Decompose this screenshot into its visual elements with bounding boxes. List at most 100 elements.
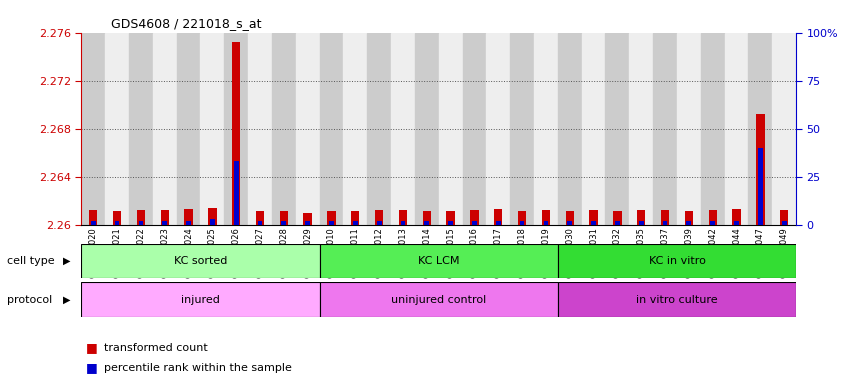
Bar bbox=[234, 161, 239, 225]
Bar bbox=[176, 33, 200, 225]
Bar bbox=[472, 221, 477, 225]
Bar bbox=[327, 212, 336, 225]
Text: in vitro culture: in vitro culture bbox=[636, 295, 718, 305]
Bar bbox=[758, 148, 763, 225]
Bar bbox=[733, 209, 740, 225]
Bar bbox=[772, 33, 796, 225]
Bar bbox=[470, 210, 479, 225]
Bar bbox=[496, 221, 501, 225]
Bar bbox=[486, 33, 510, 225]
Bar bbox=[224, 33, 248, 225]
Bar bbox=[629, 33, 653, 225]
Bar bbox=[91, 221, 96, 225]
Bar bbox=[399, 210, 407, 225]
Bar bbox=[558, 244, 796, 278]
Bar bbox=[590, 210, 597, 225]
Bar bbox=[304, 213, 312, 225]
Bar bbox=[105, 33, 129, 225]
Text: protocol: protocol bbox=[7, 295, 52, 305]
Bar bbox=[566, 212, 574, 225]
Bar bbox=[113, 212, 122, 225]
Bar bbox=[248, 33, 272, 225]
Bar bbox=[709, 210, 716, 225]
Bar bbox=[687, 221, 692, 225]
Bar bbox=[200, 33, 224, 225]
Bar bbox=[685, 212, 693, 225]
Bar bbox=[615, 221, 620, 225]
Bar bbox=[232, 42, 241, 225]
Bar bbox=[510, 33, 534, 225]
Bar bbox=[544, 221, 549, 225]
Bar bbox=[319, 33, 343, 225]
Bar bbox=[677, 33, 701, 225]
Bar bbox=[375, 210, 383, 225]
Bar bbox=[423, 212, 431, 225]
Bar bbox=[81, 282, 319, 317]
Bar bbox=[184, 209, 193, 225]
Text: uninjured control: uninjured control bbox=[391, 295, 486, 305]
Text: ▶: ▶ bbox=[62, 295, 70, 305]
Text: ▶: ▶ bbox=[62, 256, 70, 266]
Bar bbox=[152, 33, 176, 225]
Bar bbox=[415, 33, 438, 225]
Bar bbox=[701, 33, 724, 225]
Bar bbox=[343, 33, 367, 225]
Bar bbox=[295, 33, 319, 225]
Bar bbox=[256, 212, 265, 225]
Bar bbox=[591, 221, 596, 225]
Bar bbox=[518, 212, 526, 225]
Bar bbox=[163, 221, 167, 225]
Bar bbox=[661, 210, 669, 225]
Bar bbox=[353, 221, 358, 225]
Bar bbox=[581, 33, 605, 225]
Text: percentile rank within the sample: percentile rank within the sample bbox=[104, 363, 292, 373]
Bar bbox=[734, 221, 739, 225]
Bar bbox=[129, 33, 152, 225]
Bar bbox=[186, 221, 191, 225]
Bar bbox=[89, 210, 98, 225]
Bar bbox=[272, 33, 295, 225]
Bar bbox=[748, 33, 772, 225]
Bar bbox=[520, 221, 525, 225]
Bar bbox=[329, 221, 334, 225]
Text: ■: ■ bbox=[86, 361, 98, 374]
Bar bbox=[391, 33, 415, 225]
Bar bbox=[663, 221, 668, 225]
Bar bbox=[401, 221, 406, 225]
Bar bbox=[258, 221, 263, 225]
Bar bbox=[639, 221, 644, 225]
Bar bbox=[282, 221, 286, 225]
Text: GDS4608 / 221018_s_at: GDS4608 / 221018_s_at bbox=[111, 17, 262, 30]
Bar bbox=[534, 33, 558, 225]
Bar bbox=[210, 219, 215, 225]
Bar bbox=[637, 210, 645, 225]
Bar bbox=[462, 33, 486, 225]
Text: injured: injured bbox=[181, 295, 220, 305]
Bar bbox=[782, 221, 787, 225]
Bar bbox=[613, 212, 621, 225]
Text: KC sorted: KC sorted bbox=[174, 256, 227, 266]
Bar bbox=[81, 33, 105, 225]
Bar bbox=[756, 114, 764, 225]
Bar bbox=[81, 244, 319, 278]
Bar bbox=[351, 212, 360, 225]
Bar bbox=[367, 33, 391, 225]
Bar bbox=[558, 33, 581, 225]
Text: KC LCM: KC LCM bbox=[418, 256, 460, 266]
Bar bbox=[377, 221, 382, 225]
Text: cell type: cell type bbox=[7, 256, 55, 266]
Text: KC in vitro: KC in vitro bbox=[649, 256, 705, 266]
Bar bbox=[139, 221, 143, 225]
Bar bbox=[542, 210, 550, 225]
Bar bbox=[280, 212, 288, 225]
Text: ■: ■ bbox=[86, 341, 98, 354]
Bar bbox=[494, 209, 502, 225]
Bar bbox=[319, 282, 558, 317]
Bar bbox=[438, 33, 462, 225]
Bar bbox=[425, 221, 429, 225]
Bar bbox=[449, 221, 453, 225]
Bar bbox=[780, 210, 788, 225]
Bar bbox=[558, 282, 796, 317]
Bar bbox=[568, 221, 572, 225]
Bar bbox=[605, 33, 629, 225]
